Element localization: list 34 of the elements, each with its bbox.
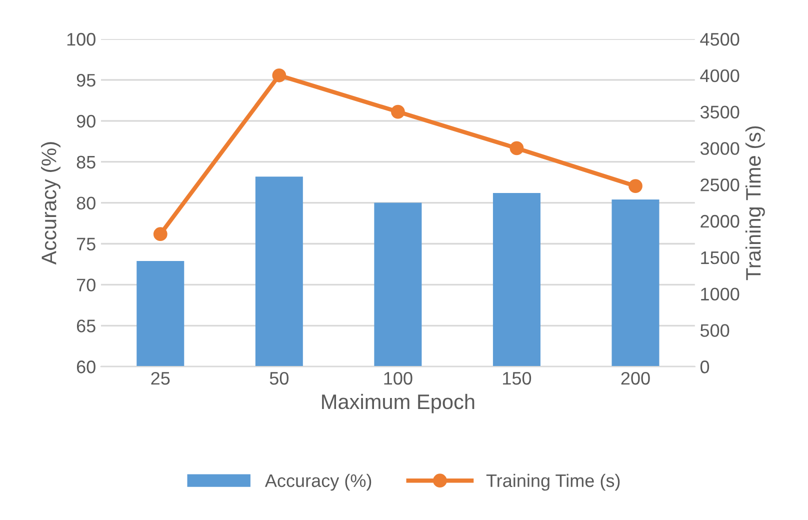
y2-tick-label: 0: [700, 360, 710, 374]
y-tick-label: 65: [76, 320, 96, 332]
y2-tick-label: 4500: [700, 32, 740, 46]
y-tick-label: 80: [76, 196, 96, 210]
point: [272, 68, 286, 82]
point: [510, 141, 524, 156]
y2-tick-label: 1500: [701, 251, 740, 264]
y-tick-label: 75: [76, 238, 96, 250]
legend-label: Training Time (s): [486, 474, 620, 491]
y-axis-title: Accuracy (%): [41, 142, 60, 265]
y2-axis-title: Training Time (s): [745, 126, 765, 280]
y2-tick-label: 2500: [700, 178, 740, 192]
y-tick-label: 85: [76, 156, 96, 169]
y-tick-label: 95: [76, 74, 96, 87]
x-tick-label: 50: [270, 372, 288, 385]
x-tick-label: 25: [151, 372, 170, 385]
x-axis-title: Maximum Epoch: [322, 394, 474, 414]
y2-tick-label: 2000: [700, 214, 740, 228]
point: [153, 227, 168, 242]
x-tick-label: 200: [621, 372, 650, 385]
y2-tick-label: 3000: [700, 142, 740, 155]
y2-tick-label: 500: [700, 324, 730, 337]
y-tick-label: 70: [76, 278, 96, 292]
point: [628, 179, 642, 193]
point: [390, 104, 405, 119]
legend-label: Accuracy (%): [264, 474, 372, 491]
x-tick-label: 150: [503, 372, 532, 385]
y-tick-label: 100: [67, 32, 96, 46]
y2-tick-label: 3500: [700, 106, 740, 119]
y-tick-label: 90: [76, 114, 96, 128]
x-tick-label: 100: [384, 372, 412, 385]
y2-tick-label: 4000: [700, 69, 740, 82]
y-tick-label: 60: [76, 360, 96, 374]
y2-tick-label: 1000: [701, 288, 740, 301]
